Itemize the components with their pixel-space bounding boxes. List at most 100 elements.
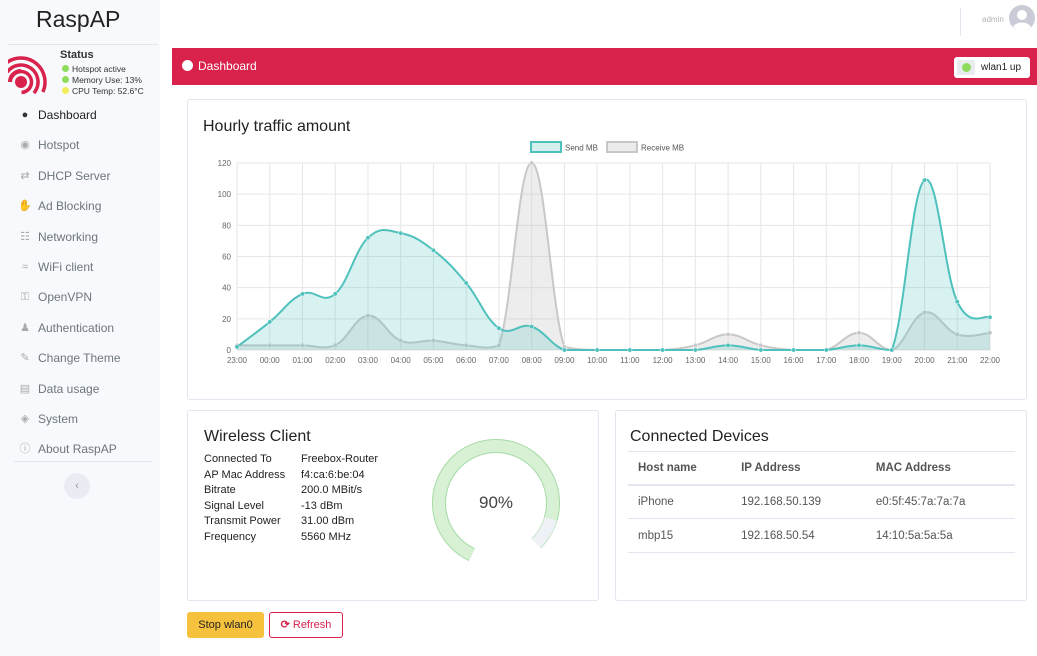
sidebar-item-label: About RaspAP <box>38 442 117 457</box>
legend-label: Send MB <box>565 144 598 153</box>
status-hotspot: Hotspot active <box>62 64 126 74</box>
sidebar-item-change-theme[interactable]: ✎ Change Theme <box>0 346 160 376</box>
data-point <box>300 342 305 348</box>
data-point <box>594 347 600 353</box>
data-point <box>856 330 862 336</box>
sidebar-item-system[interactable]: ◈ System <box>0 407 160 437</box>
table-row[interactable]: iPhone 192.168.50.139 e0:5f:45:7a:7a:7a <box>628 484 1015 519</box>
page-title: Dashboard <box>182 59 257 73</box>
data-point <box>692 347 698 353</box>
data-point <box>430 247 436 253</box>
data-point <box>398 338 404 344</box>
interface-status-text: wlan1 up <box>981 62 1022 73</box>
mac-address-cell: 14:10:5a:5a:5a <box>865 518 1015 553</box>
data-point <box>954 299 960 305</box>
sidebar-item-hotspot[interactable]: ◉ Hotspot <box>0 133 160 163</box>
column-header[interactable]: Host name <box>628 451 732 486</box>
data-point <box>889 347 895 353</box>
status-cpu: CPU Temp: 52.6°C <box>62 86 144 96</box>
devices-header-row: Host name IP Address MAC Address <box>628 451 1015 486</box>
signal-gauge <box>432 439 560 561</box>
connected-devices-card: Connected Devices Host name IP Address M… <box>615 410 1027 601</box>
wireless-info-label: AP Mac Address <box>204 468 286 481</box>
column-header[interactable]: IP Address <box>731 451 866 486</box>
data-point <box>692 342 698 348</box>
data-point <box>922 177 927 183</box>
table-row[interactable]: mbp15 192.168.50.54 14:10:5a:5a:5a <box>628 518 1015 553</box>
dot-circle-icon: ◉ <box>20 139 30 152</box>
ip-address-cell: 192.168.50.54 <box>731 518 866 553</box>
sidebar-collapse-button[interactable]: ‹ <box>64 473 90 499</box>
refresh-label: Refresh <box>292 619 332 631</box>
connected-devices-title: Connected Devices <box>630 428 769 445</box>
chart-icon: ▤ <box>19 382 31 395</box>
status-dot-icon <box>62 76 69 84</box>
sidebar-item-about-raspap[interactable]: ⓘ About RaspAP <box>0 437 160 467</box>
status-panel: Status Hotspot active Memory Use: 13% CP… <box>8 44 158 100</box>
sidebar-item-openvpn[interactable]: ⚿ OpenVPN <box>0 285 160 315</box>
sidebar-item-data-usage[interactable]: ▤ Data usage <box>0 377 160 407</box>
sidebar-nav: ● Dashboard ◉ Hotspot ⇄ DHCP Server ✋ Ad Blocki… <box>0 103 160 468</box>
x-tick-label: 17:00 <box>816 356 837 365</box>
data-point <box>922 310 927 316</box>
data-point <box>365 313 371 319</box>
x-tick-label: 14:00 <box>718 356 739 365</box>
hand-icon: ✋ <box>18 200 32 213</box>
x-tick-label: 07:00 <box>489 356 510 365</box>
x-tick-label: 11:00 <box>620 356 640 365</box>
sidebar-item-ad-blocking[interactable]: ✋ Ad Blocking <box>0 194 160 224</box>
interface-status-badge: wlan1 up <box>954 57 1030 78</box>
user-avatar-icon[interactable] <box>1009 5 1035 31</box>
wireless-info-label: Frequency <box>204 531 256 543</box>
sidebar-item-networking[interactable]: ☷ Networking <box>0 225 160 255</box>
column-header[interactable]: MAC Address <box>865 451 1015 486</box>
series-area <box>237 162 990 350</box>
sidebar-item-authentication[interactable]: ♟ Authentication <box>0 316 160 346</box>
sidebar-item-label: WiFi client <box>38 259 94 274</box>
data-point <box>529 160 535 166</box>
sidebar-item-dashboard[interactable]: ● Dashboard <box>0 103 160 133</box>
data-point <box>463 342 469 348</box>
dashboard-icon: ● <box>21 109 29 121</box>
sidebar-item-label: OpenVPN <box>38 290 93 305</box>
brand-logo[interactable]: RaspAP <box>36 6 121 32</box>
cube-icon: ◈ <box>20 412 30 425</box>
mac-address-cell: e0:5f:45:7a:7a:7a <box>865 484 1015 519</box>
sidebar-item-dhcp-server[interactable]: ⇄ DHCP Server <box>0 164 160 194</box>
sidebar-item-wifi-client[interactable]: ≈ WiFi client <box>0 255 160 285</box>
traffic-card: Hourly traffic amount 0 20 40 60 80 100 120 23:… <box>187 99 1027 400</box>
legend-label: Receive MB <box>641 144 684 153</box>
x-tick-label: 22:00 <box>980 356 1001 365</box>
sidebar: RaspAP Status Hotspot active Memory Use:… <box>0 0 160 656</box>
y-tick-label: 120 <box>218 159 232 168</box>
x-tick-label: 00:00 <box>260 356 281 365</box>
wireless-client-card: Wireless Client Connected To Freebox-Rout… <box>187 410 599 601</box>
data-point <box>300 291 305 297</box>
x-tick-label: 09:00 <box>554 356 575 365</box>
status-dot-icon <box>62 87 69 95</box>
data-point <box>660 347 666 353</box>
sidebar-item-label: DHCP Server <box>38 168 111 183</box>
dashboard-icon <box>182 60 193 72</box>
username[interactable]: admin <box>982 15 1004 24</box>
status-indicator <box>957 60 975 75</box>
x-tick-label: 15:00 <box>751 356 772 365</box>
status-title: Status <box>60 49 94 61</box>
data-point <box>758 347 764 353</box>
refresh-button[interactable]: ⟳ Refresh <box>269 612 343 638</box>
wireless-info-value: 5560 MHz <box>301 531 352 543</box>
users-icon: ♟ <box>20 321 30 334</box>
data-point <box>758 342 764 348</box>
sidebar-item-label: Data usage <box>38 381 100 396</box>
sidebar-item-label: Dashboard <box>38 108 97 122</box>
sidebar-item-label: Ad Blocking <box>38 199 102 214</box>
status-memory-text: Memory Use: 13% <box>72 75 142 85</box>
x-tick-label: 12:00 <box>653 356 674 365</box>
wireless-info-value: f4:ca:6:be:04 <box>301 468 365 481</box>
wireless-info-value: Freebox-Router <box>301 453 379 465</box>
stop-wlan-button[interactable]: Stop wlan0 <box>187 612 264 638</box>
y-tick-label: 40 <box>222 284 231 293</box>
data-point <box>267 319 273 325</box>
x-tick-label: 01:00 <box>292 356 313 365</box>
x-tick-label: 02:00 <box>325 356 346 365</box>
